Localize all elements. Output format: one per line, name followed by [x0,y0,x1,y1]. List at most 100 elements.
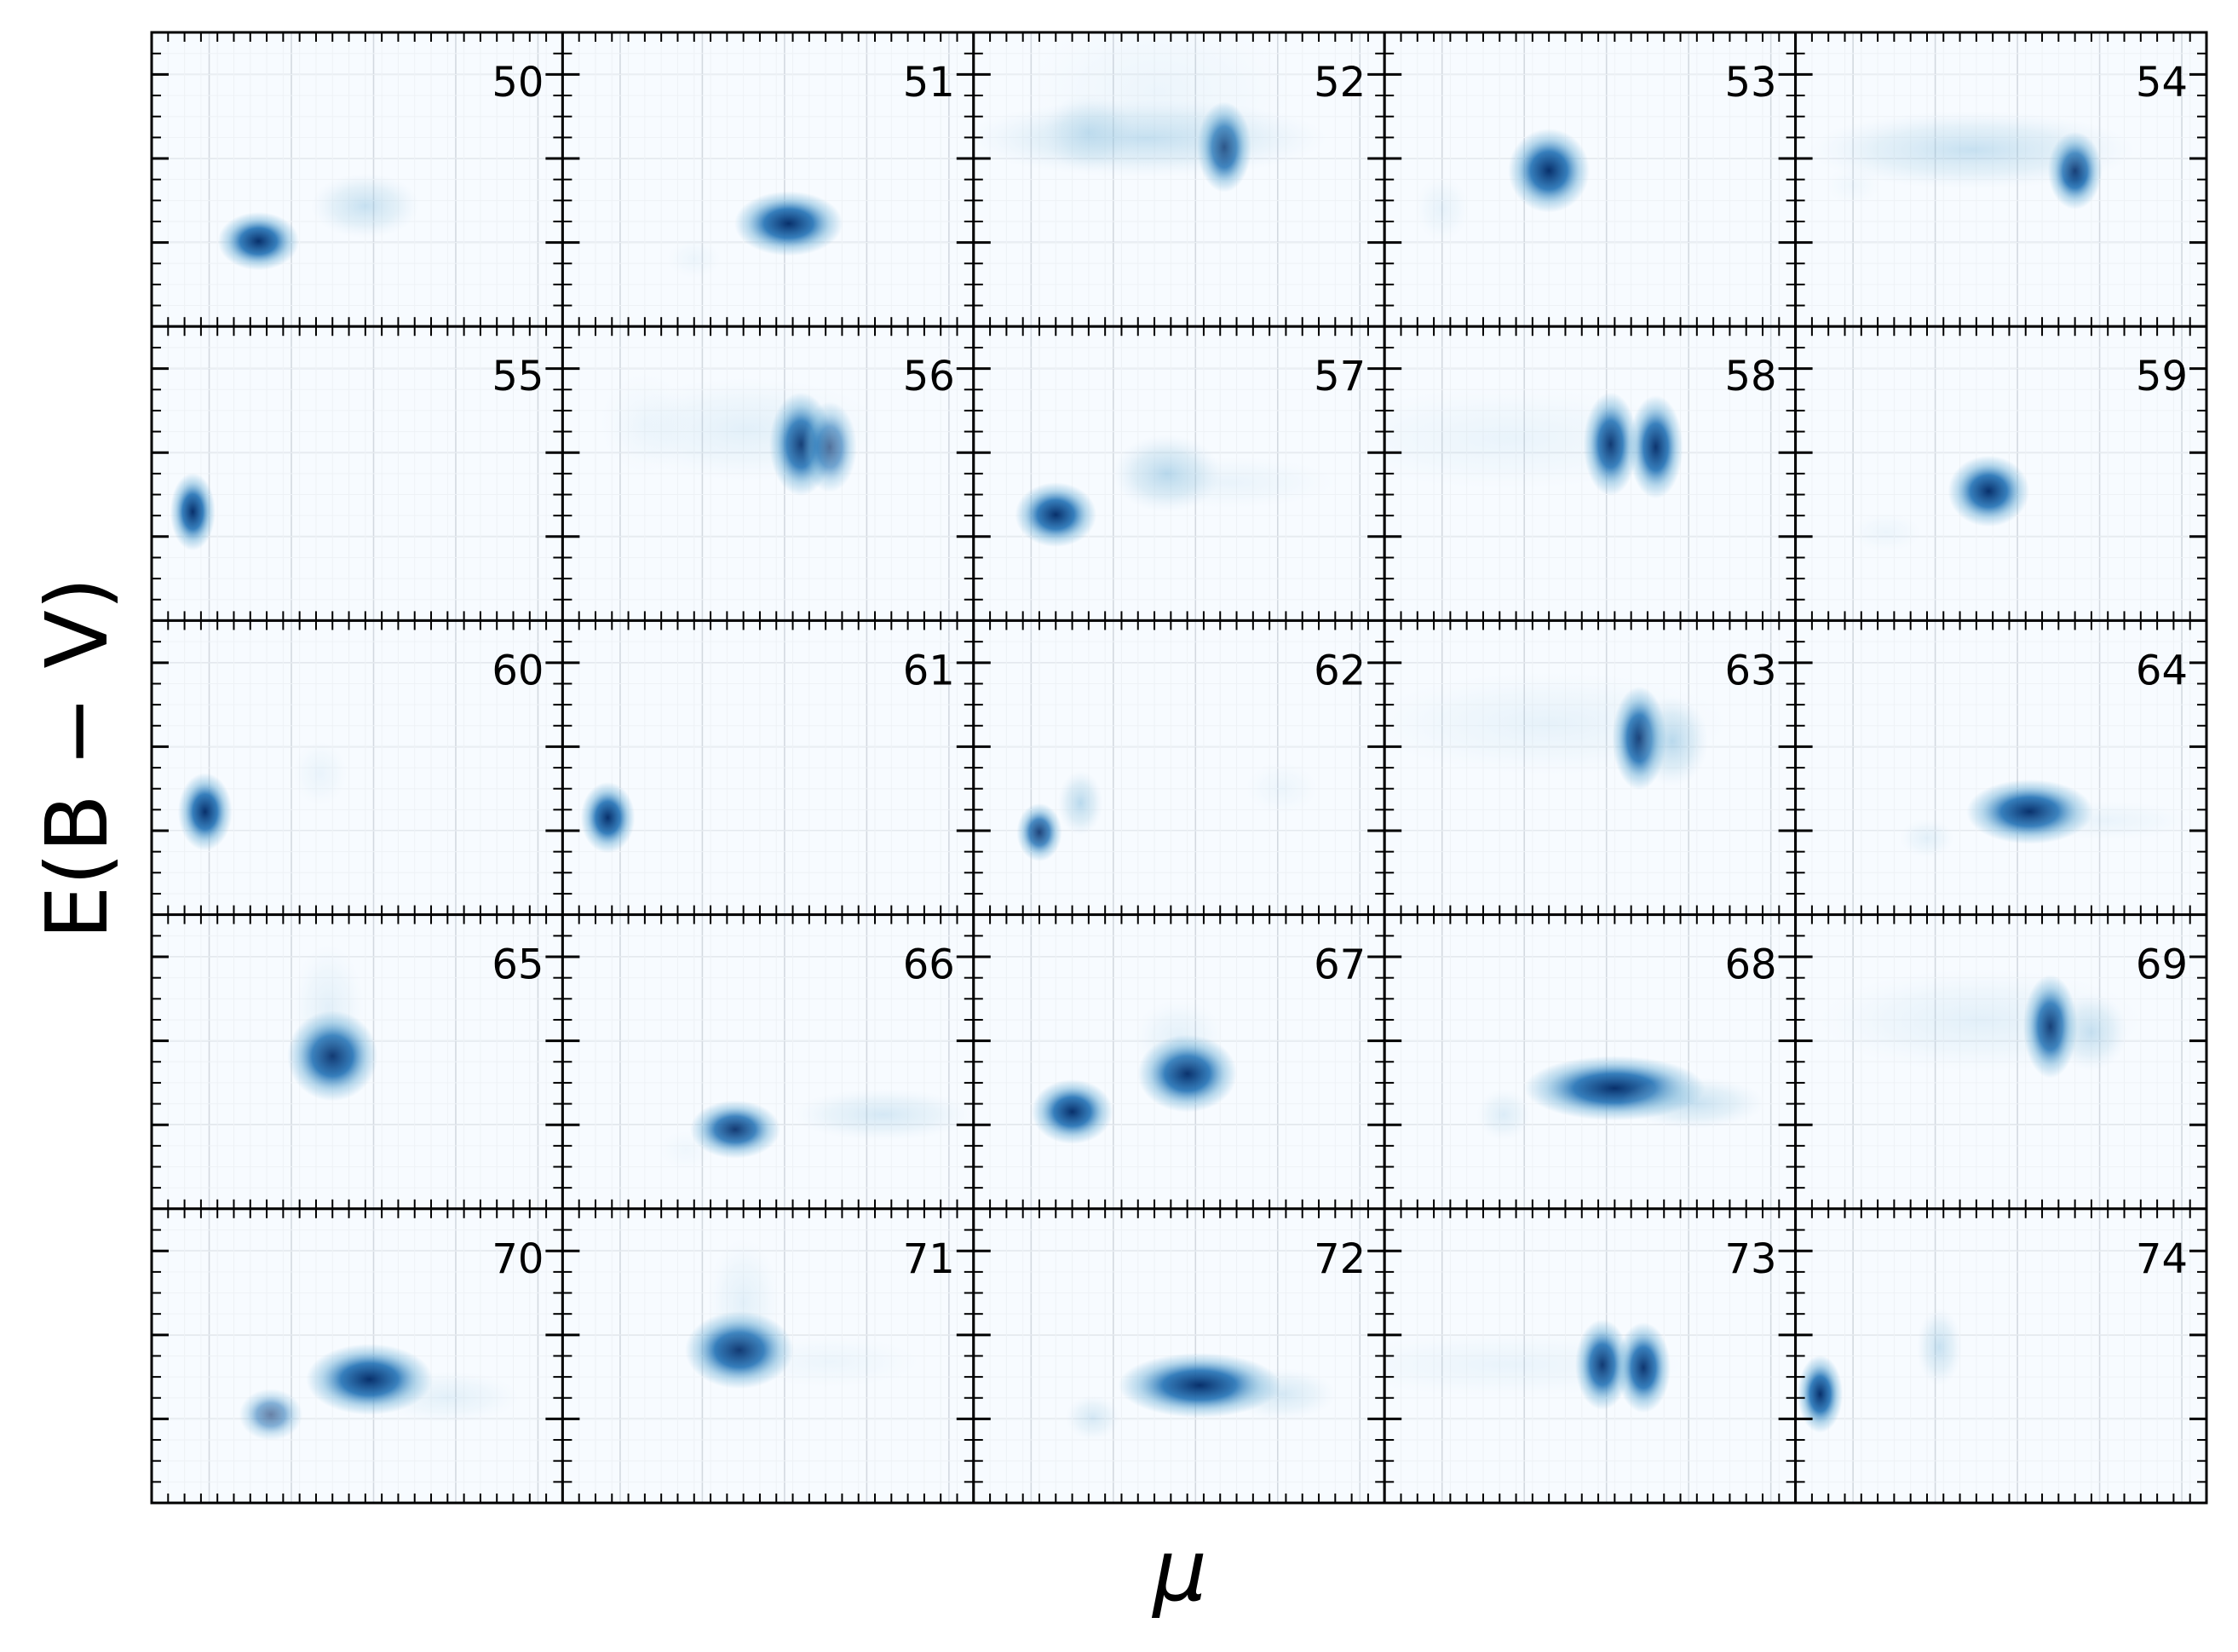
panel-70: 70 [150,1207,564,1505]
density-blob [1227,1367,1337,1420]
density-blob [292,740,348,806]
panel-ticks [152,620,564,915]
density-blob [739,1335,921,1388]
panel-ticks [562,620,975,915]
panel-ticks [562,326,975,621]
density-layer [685,1238,921,1390]
panel-gridlines [1384,1208,1796,1503]
density-blob [1384,671,1730,775]
panel-ticks [1795,1208,2207,1503]
panel-ticks [562,1208,975,1503]
panel-gridlines [1795,620,2207,915]
density-blob [707,1238,780,1368]
panel-64: 64 [1794,619,2208,917]
density-blob [1015,482,1097,548]
panel-label: 57 [1314,353,1366,400]
panel-ticks [1384,326,1797,621]
density-blob [1947,455,2030,527]
density-blob [1031,1079,1113,1144]
panel-74: 74 [1794,1207,2208,1505]
panel-label: 59 [2136,353,2188,400]
panel-gridlines [152,32,563,327]
panel-label: 62 [1314,647,1366,694]
panel-63: 63 [1383,619,1798,917]
panel-label: 71 [903,1235,955,1283]
density-blob [375,1371,521,1424]
panel-label: 67 [1314,941,1366,989]
panel-72: 72 [972,1207,1386,1505]
density-blob [1022,32,1295,170]
density-layer [973,32,1327,193]
panel-ticks [1384,620,1797,915]
density-blob [1476,1088,1531,1141]
panel-gridlines [1795,326,2207,621]
density-blob [239,1389,303,1441]
panel-gridlines [152,914,563,1209]
density-blob [1384,1332,1689,1397]
panel-58: 58 [1383,325,1798,622]
panel-53: 53 [1383,31,1798,328]
panel-ticks [973,32,1386,327]
panel-68: 68 [1383,913,1798,1211]
y-axis-label: E(B − V) [27,577,127,940]
density-layer [1476,1056,1765,1141]
density-layer [239,1344,521,1441]
panel-ticks [562,32,975,327]
panel-label: 56 [903,353,955,400]
density-blob [1850,513,1923,552]
panel-ticks [973,620,1386,915]
density-blob [1620,1077,1765,1129]
panel-label: 60 [492,647,544,694]
density-layer [599,371,883,497]
panel-ticks [973,326,1386,621]
panel-ticks [1795,32,2207,327]
density-layer [1817,969,2143,1079]
density-blob [1065,1395,1120,1441]
panel-grid: 50 51 52 53 54 55 56 57 58 59 60 61 62 63 64 65 66 67 68 69… [150,31,2208,1505]
density-blob [1414,176,1470,242]
density-blob [659,1130,713,1170]
panel-label: 65 [492,941,544,989]
panel-ticks [1795,326,2207,621]
panel-label: 73 [1725,1235,1777,1283]
panel-ticks [1384,1208,1797,1503]
density-layer [1798,1308,1962,1433]
panel-label: 51 [903,59,955,106]
panel-56: 56 [561,325,975,622]
panel-label: 58 [1725,353,1777,400]
panel-gridlines [1384,914,1796,1209]
panel-label: 64 [2136,647,2188,694]
density-blob [666,239,722,279]
panel-57: 57 [972,325,1386,622]
density-blob [1809,111,2136,189]
density-layer [1031,999,1238,1144]
density-blob [1384,386,1689,491]
density-layer [1016,762,1319,862]
density-blob [1817,969,2143,1073]
panel-label: 70 [492,1235,544,1283]
density-layer [1384,671,1730,791]
panel-59: 59 [1794,325,2208,622]
panel-gridlines [562,1208,974,1503]
panel-gridlines [562,32,974,327]
density-blob [1016,803,1062,862]
panel-61: 61 [561,619,975,917]
panel-ticks [152,914,564,1209]
density-blob [1133,999,1225,1078]
density-layer [287,944,378,1102]
density-blob [1826,165,1880,205]
panel-ticks [152,32,564,327]
x-axis-label: μ [1151,1521,1207,1620]
panel-label: 74 [2136,1235,2188,1283]
panel-gridlines [562,620,974,915]
panel-label: 54 [2136,59,2188,106]
density-blob [689,1100,781,1159]
density-blob [1900,819,1954,858]
panel-67: 67 [972,913,1386,1211]
density-layer [1414,128,1590,242]
density-blob [217,211,300,271]
density-layer [1384,1319,1689,1413]
density-blob [2013,801,2195,840]
panel-51: 51 [561,31,975,328]
density-layer [1809,111,2136,210]
